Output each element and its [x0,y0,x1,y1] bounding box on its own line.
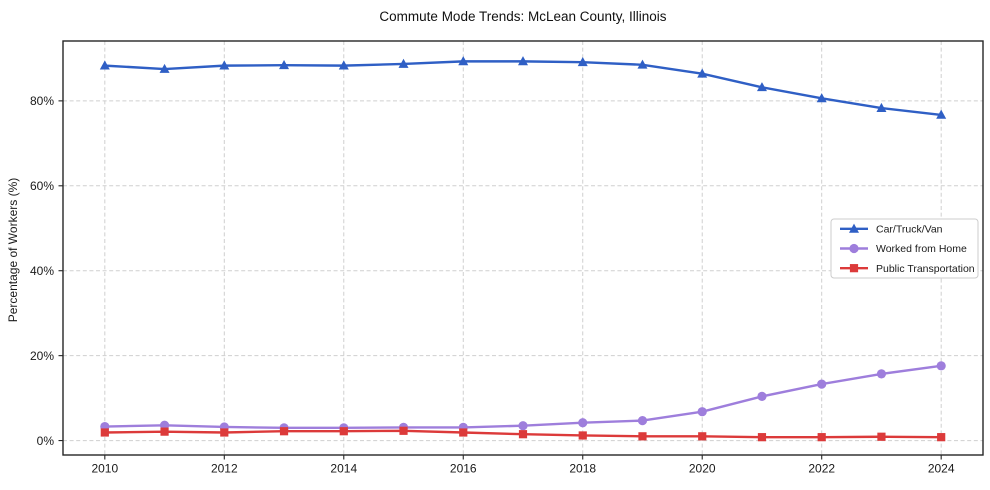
legend-label: Worked from Home [876,243,967,255]
marker-public-transportation [518,430,528,439]
legend-box [830,218,979,279]
marker-worked-from-home [637,416,648,426]
marker-car-truck-van [219,60,230,70]
x-tick-label: 2014 [330,462,357,476]
marker-public-transportation [459,428,468,437]
legend: Car/Truck/Van Worked from Home Public Tran… [830,218,979,279]
marker-public-transportation [877,432,886,441]
series-worked-from-home [100,361,946,433]
legend-marker-worked-from-home [849,243,859,254]
series-line-car-truck-van [103,60,943,117]
marker-car-truck-van [876,102,887,112]
legend-marker-car-truck-van [849,223,859,233]
legend-item-worked-from-home: Worked from Home [840,243,967,255]
marker-car-truck-van [697,68,708,78]
legend-item-car-truck-van: Car/Truck/Van [840,224,943,236]
marker-public-transportation [220,428,229,437]
legend-marker-public-transportation [849,264,859,273]
x-tick-label: 2024 [928,462,955,476]
marker-public-transportation [279,427,289,436]
marker-worked-from-home [518,421,528,431]
marker-car-truck-van [398,58,409,68]
series-line-worked-from-home [103,364,943,430]
marker-public-transportation [399,426,408,435]
series-public-transportation [100,426,946,442]
marker-worked-from-home [578,418,588,428]
x-tick-label: 2020 [689,462,716,476]
legend-label: Car/Truck/Van [876,224,943,236]
chart-title: Commute Mode Trends: McLean County, Illi… [379,9,666,24]
marker-car-truck-van [756,82,767,92]
series-car-truck-van [99,56,947,119]
marker-public-transportation [339,427,348,436]
marker-car-truck-van [518,56,528,66]
plot-border [62,40,984,456]
marker-worked-from-home [697,407,707,417]
marker-public-transportation [638,432,647,441]
marker-worked-from-home [817,379,827,389]
marker-public-transportation [160,427,169,436]
marker-car-truck-van [816,93,827,103]
x-tick-label: 2022 [808,462,835,476]
legend-label: Public Transportation [876,263,975,275]
marker-public-transportation [817,433,826,442]
y-tick-label: 0% [37,434,55,448]
marker-car-truck-van [458,56,469,66]
marker-car-truck-van [279,60,290,70]
x-tick-label: 2010 [91,462,118,476]
marker-public-transportation [937,433,946,442]
y-axis-label: Percentage of Workers (%) [6,178,20,323]
marker-worked-from-home [876,369,887,379]
marker-public-transportation [578,431,587,440]
marker-car-truck-van [99,60,110,70]
legend-item-public-transportation: Public Transportation [840,263,975,275]
x-tick-label: 2018 [569,462,596,476]
marker-public-transportation [100,428,109,437]
marker-car-truck-van [338,60,349,70]
y-tick-label: 20% [30,349,54,363]
marker-public-transportation [757,433,767,442]
axis-ticks: 0% 20% 40% 60% 80% 2010 2012 2014 2016 2018 2020 20… [30,94,955,475]
y-tick-label: 60% [30,179,54,193]
x-tick-label: 2012 [211,462,238,476]
x-tick-label: 2016 [450,462,477,476]
y-tick-label: 40% [30,264,54,278]
marker-car-truck-van [577,57,588,67]
marker-worked-from-home [936,361,946,371]
y-tick-label: 80% [30,94,54,108]
marker-car-truck-van [159,63,170,73]
marker-car-truck-van [936,109,947,119]
marker-worked-from-home [757,391,767,402]
marker-public-transportation [698,432,707,441]
marker-car-truck-van [637,59,648,69]
data-series [99,56,947,442]
